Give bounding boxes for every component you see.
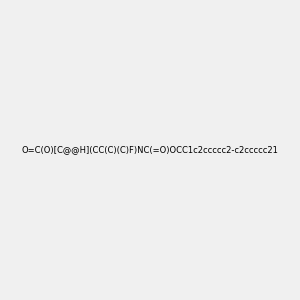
Text: O=C(O)[C@@H](CC(C)(C)F)NC(=O)OCC1c2ccccc2-c2ccccc21: O=C(O)[C@@H](CC(C)(C)F)NC(=O)OCC1c2ccccc… (22, 146, 278, 154)
